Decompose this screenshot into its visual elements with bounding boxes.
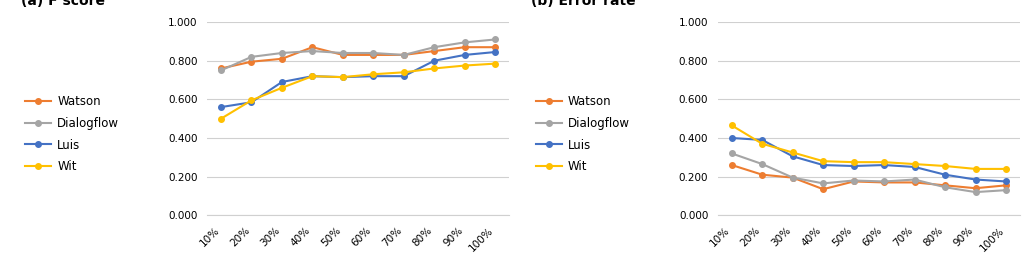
Luis	[848, 164, 860, 168]
Dialogflow	[817, 182, 829, 185]
Dialogflow	[306, 49, 318, 53]
Watson	[215, 67, 228, 70]
Wit	[908, 162, 921, 166]
Wit	[276, 86, 288, 89]
Wit	[337, 75, 349, 79]
Dialogflow	[878, 180, 890, 183]
Dialogflow	[458, 41, 471, 44]
Wit	[848, 161, 860, 164]
Wit	[398, 71, 410, 74]
Line: Luis: Luis	[729, 135, 1008, 184]
Wit	[458, 64, 471, 67]
Line: Wit: Wit	[729, 123, 1008, 172]
Wit	[725, 124, 737, 127]
Wit	[306, 75, 318, 78]
Watson	[878, 181, 890, 184]
Legend: Watson, Dialogflow, Luis, Wit: Watson, Dialogflow, Luis, Wit	[537, 95, 630, 173]
Luis	[969, 178, 982, 181]
Luis	[817, 163, 829, 167]
Wit	[787, 151, 799, 154]
Dialogflow	[787, 176, 799, 179]
Line: Dialogflow: Dialogflow	[729, 151, 1008, 195]
Watson	[367, 53, 379, 57]
Wit	[756, 142, 768, 145]
Watson	[428, 49, 441, 53]
Luis	[787, 155, 799, 158]
Luis	[1000, 180, 1012, 183]
Luis	[428, 59, 441, 62]
Line: Luis: Luis	[218, 49, 497, 110]
Line: Dialogflow: Dialogflow	[218, 37, 497, 73]
Text: (b) Error rate: (b) Error rate	[531, 0, 636, 8]
Dialogflow	[367, 51, 379, 55]
Line: Watson: Watson	[729, 162, 1008, 192]
Watson	[756, 173, 768, 176]
Watson	[725, 163, 737, 167]
Dialogflow	[848, 179, 860, 182]
Luis	[756, 138, 768, 142]
Wit	[428, 67, 441, 70]
Watson	[337, 53, 349, 57]
Wit	[489, 62, 502, 65]
Watson	[398, 53, 410, 57]
Wit	[878, 161, 890, 164]
Luis	[337, 75, 349, 79]
Dialogflow	[398, 53, 410, 57]
Wit	[367, 73, 379, 76]
Dialogflow	[276, 51, 288, 55]
Dialogflow	[939, 185, 952, 189]
Dialogflow	[215, 69, 228, 72]
Watson	[306, 46, 318, 49]
Luis	[367, 75, 379, 78]
Wit	[939, 164, 952, 168]
Watson	[787, 176, 799, 179]
Wit	[1000, 167, 1012, 171]
Luis	[458, 53, 471, 57]
Dialogflow	[969, 190, 982, 194]
Dialogflow	[337, 51, 349, 55]
Wit	[215, 117, 228, 120]
Luis	[215, 105, 228, 109]
Luis	[878, 163, 890, 167]
Luis	[489, 50, 502, 54]
Watson	[276, 57, 288, 60]
Watson	[939, 184, 952, 187]
Watson	[848, 180, 860, 183]
Wit	[817, 160, 829, 163]
Line: Watson: Watson	[218, 44, 497, 71]
Watson	[969, 187, 982, 190]
Luis	[245, 101, 258, 104]
Dialogflow	[1000, 189, 1012, 192]
Luis	[939, 173, 952, 176]
Watson	[817, 188, 829, 191]
Watson	[245, 60, 258, 63]
Legend: Watson, Dialogflow, Luis, Wit: Watson, Dialogflow, Luis, Wit	[26, 95, 119, 173]
Dialogflow	[725, 152, 737, 155]
Text: (a) F score: (a) F score	[21, 0, 105, 8]
Luis	[725, 136, 737, 140]
Wit	[245, 99, 258, 102]
Luis	[306, 75, 318, 78]
Dialogflow	[756, 162, 768, 166]
Line: Wit: Wit	[218, 61, 497, 121]
Dialogflow	[489, 38, 502, 41]
Luis	[908, 165, 921, 169]
Watson	[489, 46, 502, 49]
Watson	[458, 46, 471, 49]
Wit	[969, 167, 982, 171]
Dialogflow	[428, 46, 441, 49]
Luis	[398, 75, 410, 78]
Luis	[276, 80, 288, 84]
Watson	[908, 181, 921, 184]
Dialogflow	[908, 178, 921, 181]
Dialogflow	[245, 55, 258, 59]
Watson	[1000, 184, 1012, 187]
